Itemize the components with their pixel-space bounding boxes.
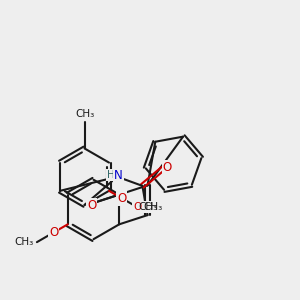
Text: O: O (117, 192, 127, 205)
Text: O: O (49, 226, 58, 239)
Text: O: O (163, 161, 172, 174)
Text: O: O (87, 199, 96, 212)
Text: CH₃: CH₃ (14, 237, 33, 247)
Text: N: N (114, 169, 123, 182)
Text: O: O (117, 192, 127, 205)
Text: O: O (133, 202, 141, 212)
Text: CH₃: CH₃ (75, 109, 94, 119)
Text: CH₃: CH₃ (139, 202, 158, 212)
Text: H: H (107, 170, 115, 180)
Text: CH₃: CH₃ (143, 202, 163, 212)
